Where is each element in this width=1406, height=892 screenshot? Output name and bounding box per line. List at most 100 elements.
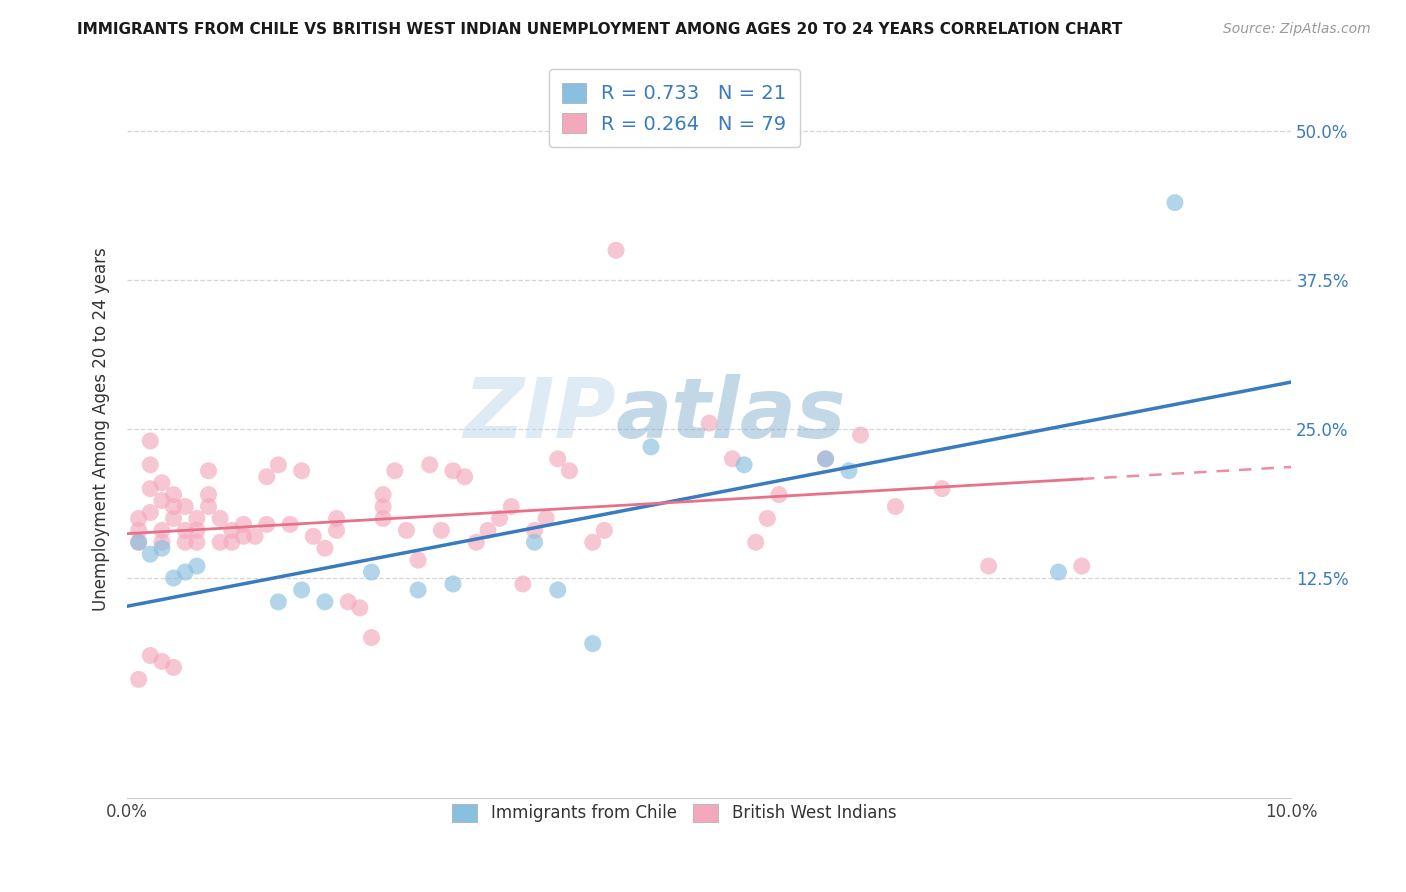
- Point: [768, 487, 790, 501]
- Point: [267, 458, 290, 472]
- Point: [325, 524, 347, 538]
- Point: [302, 529, 325, 543]
- Point: [139, 547, 162, 561]
- Point: [884, 500, 907, 514]
- Point: [150, 524, 173, 538]
- Point: [360, 631, 382, 645]
- Point: [838, 464, 860, 478]
- Point: [174, 524, 197, 538]
- Point: [360, 565, 382, 579]
- Point: [291, 582, 314, 597]
- Text: Source: ZipAtlas.com: Source: ZipAtlas.com: [1223, 22, 1371, 37]
- Point: [640, 440, 662, 454]
- Point: [128, 535, 150, 549]
- Point: [582, 636, 605, 650]
- Point: [128, 524, 150, 538]
- Point: [267, 595, 290, 609]
- Point: [197, 500, 219, 514]
- Point: [558, 464, 581, 478]
- Point: [150, 493, 173, 508]
- Point: [174, 565, 197, 579]
- Point: [150, 475, 173, 490]
- Point: [232, 517, 254, 532]
- Point: [325, 511, 347, 525]
- Point: [186, 535, 208, 549]
- Point: [721, 451, 744, 466]
- Point: [441, 464, 464, 478]
- Point: [197, 487, 219, 501]
- Point: [209, 535, 232, 549]
- Point: [139, 648, 162, 663]
- Point: [373, 511, 395, 525]
- Point: [186, 511, 208, 525]
- Point: [162, 660, 184, 674]
- Point: [232, 529, 254, 543]
- Point: [256, 469, 278, 483]
- Point: [162, 487, 184, 501]
- Point: [501, 500, 523, 514]
- Point: [453, 469, 475, 483]
- Y-axis label: Unemployment Among Ages 20 to 24 years: Unemployment Among Ages 20 to 24 years: [93, 247, 110, 611]
- Point: [523, 524, 546, 538]
- Point: [314, 541, 336, 556]
- Point: [278, 517, 301, 532]
- Point: [1070, 559, 1092, 574]
- Point: [547, 451, 569, 466]
- Point: [221, 535, 243, 549]
- Point: [174, 500, 197, 514]
- Point: [209, 511, 232, 525]
- Point: [534, 511, 557, 525]
- Point: [128, 535, 150, 549]
- Point: [1047, 565, 1070, 579]
- Point: [139, 434, 162, 448]
- Point: [139, 482, 162, 496]
- Point: [150, 541, 173, 556]
- Point: [488, 511, 510, 525]
- Point: [814, 451, 837, 466]
- Point: [406, 582, 429, 597]
- Point: [150, 655, 173, 669]
- Text: IMMIGRANTS FROM CHILE VS BRITISH WEST INDIAN UNEMPLOYMENT AMONG AGES 20 TO 24 YE: IMMIGRANTS FROM CHILE VS BRITISH WEST IN…: [77, 22, 1123, 37]
- Point: [337, 595, 360, 609]
- Point: [849, 428, 872, 442]
- Point: [349, 600, 371, 615]
- Point: [221, 524, 243, 538]
- Point: [745, 535, 768, 549]
- Point: [523, 535, 546, 549]
- Point: [395, 524, 418, 538]
- Point: [186, 524, 208, 538]
- Point: [931, 482, 953, 496]
- Point: [373, 487, 395, 501]
- Point: [174, 535, 197, 549]
- Point: [605, 244, 627, 258]
- Point: [162, 511, 184, 525]
- Text: ZIP: ZIP: [464, 374, 616, 455]
- Text: atlas: atlas: [616, 374, 846, 455]
- Point: [977, 559, 1000, 574]
- Point: [139, 458, 162, 472]
- Point: [406, 553, 429, 567]
- Point: [150, 535, 173, 549]
- Point: [314, 595, 336, 609]
- Point: [477, 524, 499, 538]
- Point: [197, 464, 219, 478]
- Point: [1164, 195, 1187, 210]
- Point: [256, 517, 278, 532]
- Point: [593, 524, 616, 538]
- Point: [582, 535, 605, 549]
- Point: [128, 673, 150, 687]
- Point: [243, 529, 266, 543]
- Point: [814, 451, 837, 466]
- Point: [162, 571, 184, 585]
- Point: [128, 511, 150, 525]
- Point: [384, 464, 406, 478]
- Point: [139, 506, 162, 520]
- Point: [291, 464, 314, 478]
- Point: [756, 511, 779, 525]
- Legend: Immigrants from Chile, British West Indians: Immigrants from Chile, British West Indi…: [444, 796, 904, 830]
- Point: [162, 500, 184, 514]
- Point: [547, 582, 569, 597]
- Point: [512, 577, 534, 591]
- Point: [697, 416, 720, 430]
- Point: [465, 535, 488, 549]
